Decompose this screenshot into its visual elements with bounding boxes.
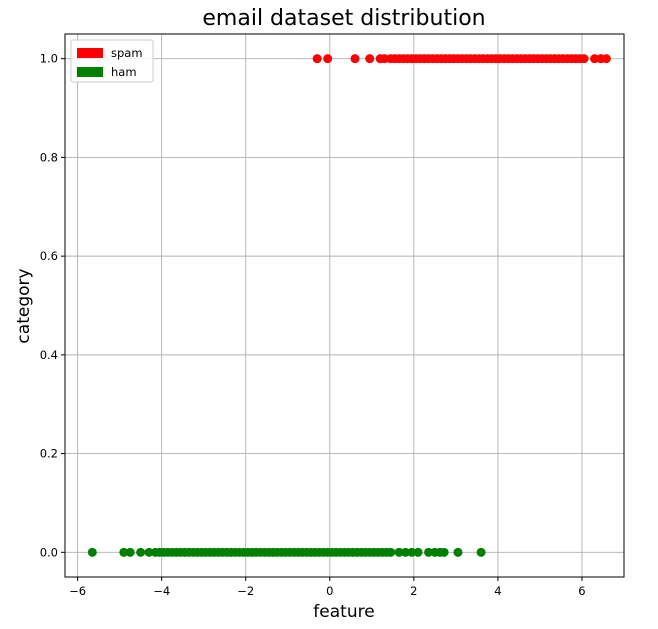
spam-point (350, 54, 360, 64)
grid-lines (65, 34, 624, 577)
ham-point (439, 547, 449, 557)
y-tick-label: 0.2 (40, 447, 58, 461)
legend: spam ham (70, 39, 154, 83)
y-axis-ticks: 0.0 0.2 0.4 0.6 0.8 1.0 (40, 52, 65, 559)
x-tick-label: −4 (153, 584, 170, 598)
chart-title: email dataset distribution (202, 6, 485, 31)
spam-point (601, 54, 611, 64)
ham-point (87, 547, 97, 557)
ham-point (424, 547, 434, 557)
spam-point (590, 54, 600, 64)
data-points (87, 54, 611, 557)
spam-point (365, 54, 375, 64)
x-axis-ticks: −6 −4 −2 0 2 4 6 (69, 577, 586, 598)
legend-label-ham: ham (111, 65, 137, 79)
ham-point (136, 547, 146, 557)
y-tick-label: 0.6 (40, 249, 58, 263)
ham-point (400, 547, 410, 557)
y-axis-label: category (14, 268, 34, 343)
y-tick-label: 0.8 (40, 150, 58, 164)
x-tick-label: 0 (326, 584, 333, 598)
legend-label-spam: spam (111, 46, 143, 60)
spam-point (312, 54, 322, 64)
ham-point (407, 547, 417, 557)
ham-point (453, 547, 463, 557)
spam-point (379, 54, 389, 64)
legend-swatch-ham (77, 67, 103, 77)
y-tick-label: 0.4 (40, 348, 58, 362)
ham-point (476, 547, 486, 557)
y-tick-label: 0.0 (40, 545, 58, 559)
spam-point (323, 54, 333, 64)
x-tick-label: 6 (578, 584, 585, 598)
x-tick-label: 2 (410, 584, 417, 598)
spam-point (579, 54, 589, 64)
ham-point (386, 547, 396, 557)
x-axis-label: feature (313, 602, 374, 622)
y-tick-label: 1.0 (40, 52, 58, 66)
x-tick-label: −6 (69, 584, 86, 598)
x-tick-label: −2 (237, 584, 254, 598)
x-tick-label: 4 (494, 584, 501, 598)
ham-point (119, 547, 129, 557)
ham-point (125, 547, 135, 557)
ham-point (413, 547, 423, 557)
ham-point (144, 547, 154, 557)
plot-frame (64, 33, 625, 578)
ham-point (394, 547, 404, 557)
legend-swatch-spam (77, 48, 103, 58)
